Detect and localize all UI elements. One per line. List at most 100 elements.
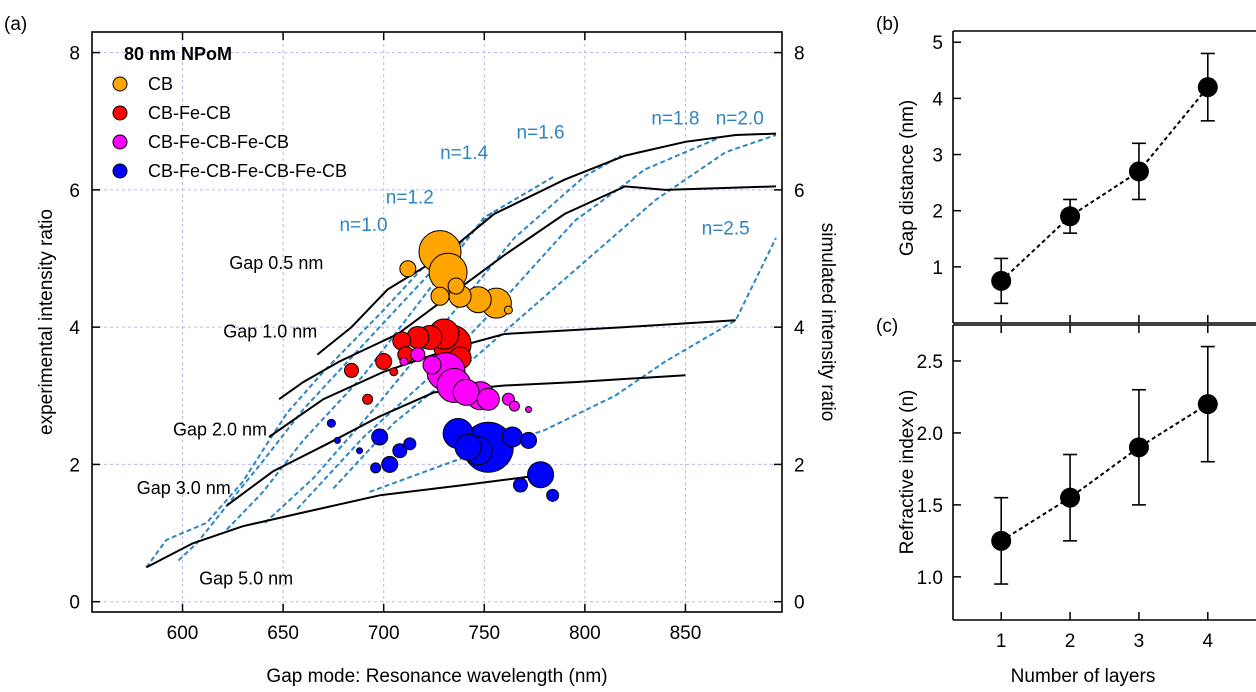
n-line	[145, 244, 445, 568]
n-line	[177, 209, 495, 562]
axes-a: 600 650 700 750 800 850 0 2 4 6 8 0 2 4 6 8	[69, 31, 805, 644]
y-tick-label: 1.0	[917, 568, 943, 589]
gap-line	[145, 473, 545, 569]
x-tick-label: 3	[1134, 631, 1145, 652]
y-tick-label: 2	[932, 202, 943, 223]
y-axis-label: experimental intensity ratio	[36, 209, 57, 435]
legend-entry: CB	[112, 74, 173, 94]
data-point	[1060, 487, 1081, 508]
data-point	[422, 355, 442, 375]
gap-distance-plot: 1 2 3 4 5	[932, 30, 1256, 324]
y2-tick-label: 4	[794, 318, 805, 339]
x-axis-label: Gap mode: Resonance wavelength (nm)	[266, 666, 607, 687]
data-point	[1197, 77, 1218, 98]
gap-line	[226, 374, 686, 507]
data-point	[392, 443, 408, 459]
gap-line-label: Gap 2.0 nm	[173, 420, 267, 440]
data-point	[1197, 394, 1218, 415]
legend-marker	[112, 76, 128, 92]
panel-label-a: (a)	[4, 14, 27, 35]
gap-line	[316, 132, 777, 356]
x-axis-label-c: Number of layers	[1011, 666, 1156, 687]
data-point	[410, 347, 426, 363]
data-point	[399, 356, 409, 366]
data-point	[525, 406, 533, 414]
y-tick-label: 1	[932, 258, 943, 279]
data-point	[476, 387, 500, 411]
y-tick-label: 8	[69, 44, 80, 65]
data-point	[546, 488, 560, 502]
data-point	[520, 431, 538, 449]
x-tick-label: 700	[368, 623, 400, 644]
data-point	[375, 352, 393, 370]
data-point	[501, 426, 523, 448]
y-tick-label: 5	[932, 33, 943, 54]
y-tick-label: 3	[932, 146, 943, 167]
data-point	[371, 428, 389, 446]
data-point	[333, 436, 341, 444]
data-point	[403, 437, 417, 451]
gap-line-label: Gap 3.0 nm	[137, 478, 231, 498]
plot-frame	[91, 31, 783, 613]
y-tick-label: 4	[69, 318, 80, 339]
refractive-index-plot: 1 2 3 4 1.0 1.5 2.0 2.5	[917, 324, 1256, 652]
n-line	[332, 134, 777, 490]
data-point	[1060, 206, 1081, 227]
chart-a: n=1.0 n=1.2 n=1.4 n=1.6 n=1.8 n=2.0 n=2.5 Gap …	[36, 31, 838, 687]
data-point	[344, 362, 360, 378]
y-tick-label: 2.5	[917, 352, 943, 373]
data-point	[430, 286, 450, 306]
y-tick-label: 4	[932, 89, 943, 110]
y2-tick-label: 8	[794, 44, 805, 65]
data-point	[527, 461, 555, 489]
x-tick-label: 800	[569, 623, 601, 644]
trend-line	[1000, 403, 1209, 542]
data-point	[1128, 437, 1149, 458]
legend-label: CB-Fe-CB	[148, 103, 231, 123]
legend-entry: CB-Fe-CB-Fe-CB	[112, 132, 289, 152]
data-point	[991, 270, 1012, 291]
n-line-label: n=2.5	[702, 218, 750, 239]
chart-c: 1 2 3 4 1.0 1.5 2.0 2.5 Refractive index (n) Nu…	[897, 324, 1256, 687]
grid-a	[92, 32, 782, 612]
data-point	[370, 462, 382, 474]
x-tick-label: 850	[670, 623, 702, 644]
gap-line-label: Gap 5.0 nm	[199, 569, 293, 589]
legend: 80 nm NPoM CB CB-Fe-CB CB-Fe-CB-Fe-CB CB…	[112, 44, 347, 181]
panel-label-c: (c)	[876, 316, 898, 337]
data-point	[399, 260, 417, 278]
legend-marker	[112, 105, 128, 121]
x-tick-label: 4	[1203, 631, 1214, 652]
legend-label: CB	[148, 74, 173, 94]
n-line	[226, 175, 556, 531]
legend-marker	[112, 163, 128, 179]
x-tick-label: 2	[1065, 631, 1076, 652]
n-line-label: n=1.2	[386, 188, 434, 209]
data-point	[991, 530, 1012, 551]
legend-marker	[112, 134, 128, 150]
legend-label: CB-Fe-CB-Fe-CB-Fe-CB	[148, 161, 347, 181]
data-point	[503, 305, 513, 315]
chart-b: 1 2 3 4 5 Gap distance (nm)	[897, 30, 1256, 324]
n-line-label: n=1.4	[440, 143, 489, 164]
data-points	[326, 230, 560, 502]
y-tick-label: 1.5	[917, 496, 943, 517]
gap-line-label: Gap 1.0 nm	[223, 321, 317, 341]
x-tick-label: 650	[267, 623, 299, 644]
n-line-label: n=2.0	[716, 109, 764, 130]
y2-tick-label: 6	[794, 181, 805, 202]
legend-label: CB-Fe-CB-Fe-CB	[148, 132, 289, 152]
n-line-label: n=1.8	[651, 109, 699, 130]
trend-line	[1000, 86, 1209, 282]
data-point	[508, 400, 520, 412]
y-axis-label-b: Gap distance (nm)	[897, 100, 918, 256]
y-axis-label-c: Refractive index (n)	[897, 390, 918, 555]
x-tick-label: 1	[996, 631, 1007, 652]
data-point	[1128, 161, 1149, 182]
legend-entry: CB-Fe-CB	[112, 103, 231, 123]
y2-tick-label: 0	[794, 593, 805, 614]
y-tick-label: 2.0	[917, 424, 943, 445]
data-point	[454, 433, 482, 461]
data-point	[362, 393, 374, 405]
